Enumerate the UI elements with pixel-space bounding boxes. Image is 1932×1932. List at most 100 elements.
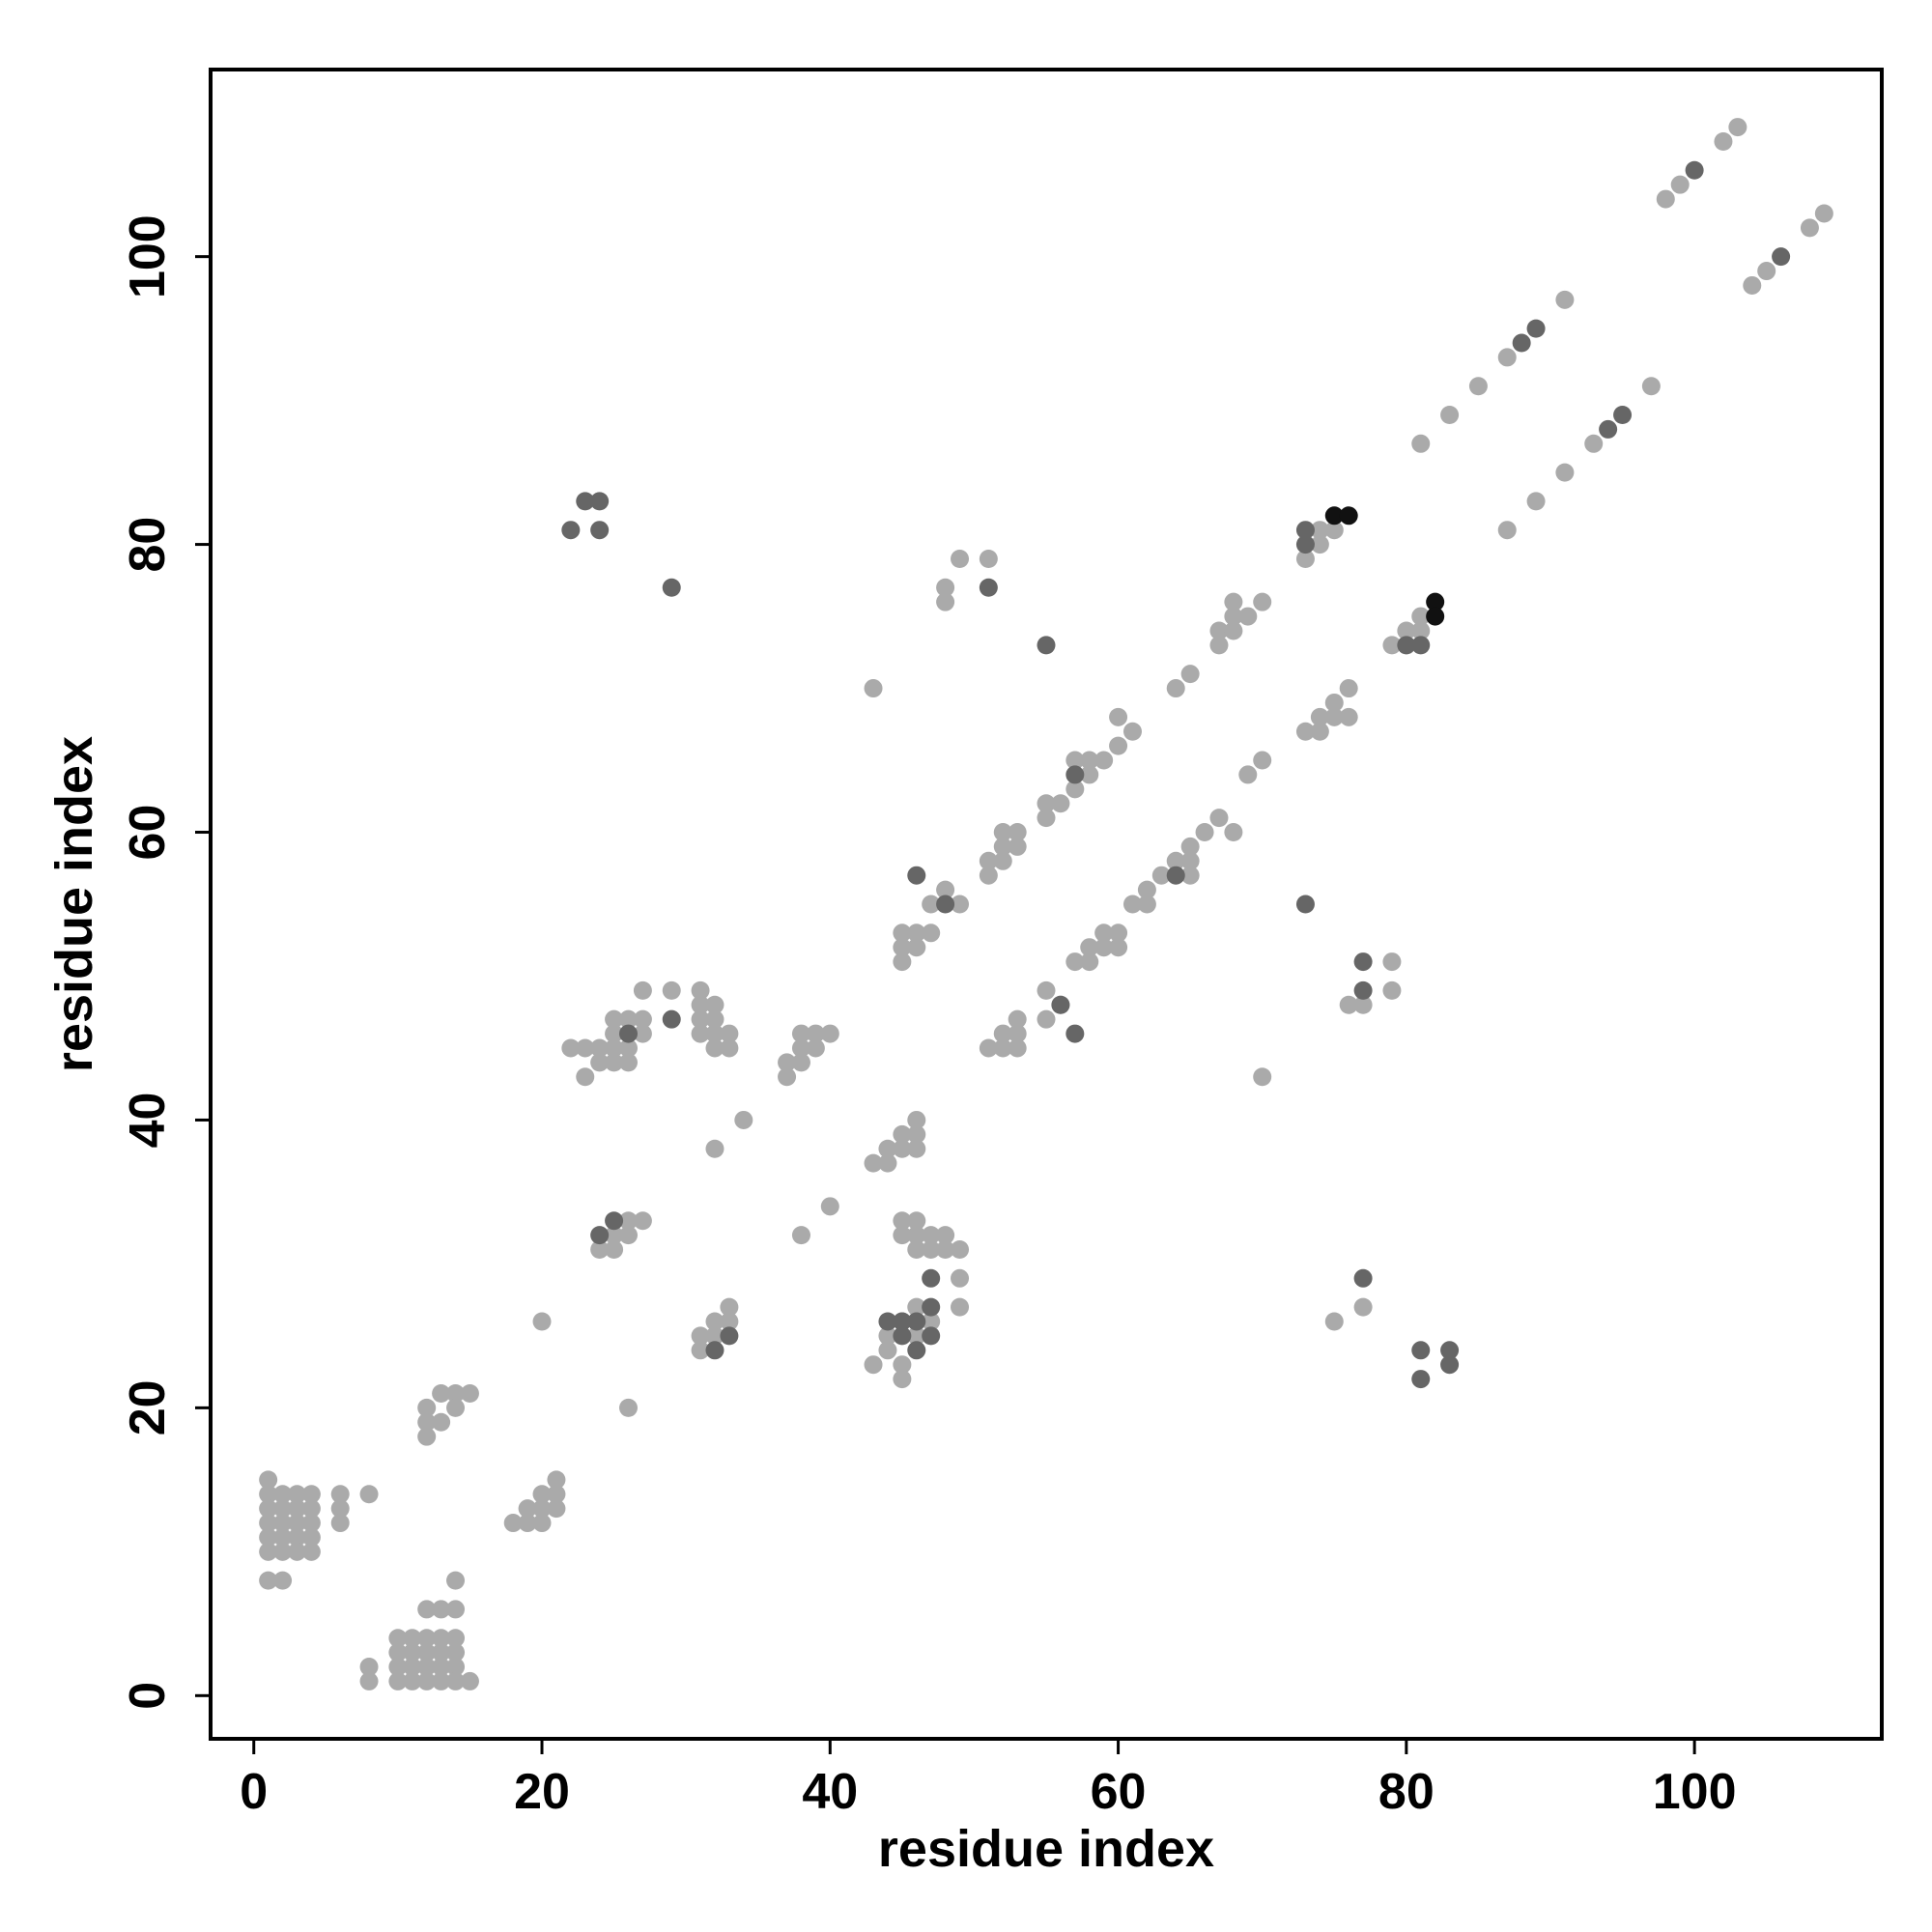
contact-point (619, 1009, 638, 1029)
contact-point (893, 952, 912, 972)
contact-point (993, 1024, 1012, 1043)
contact-point (590, 521, 610, 540)
contact-point (878, 1326, 897, 1346)
contact-point (287, 1527, 306, 1547)
contact-point (1008, 1009, 1027, 1029)
contact-point (878, 1341, 897, 1360)
contact-point (1238, 765, 1258, 784)
contact-point (662, 1009, 681, 1029)
contact-point (1238, 607, 1258, 626)
contact-point (432, 1629, 451, 1648)
contact-point (922, 923, 941, 943)
contact-point (878, 1139, 897, 1158)
contact-point (330, 1485, 350, 1504)
contact-point (446, 1600, 466, 1619)
contact-point (273, 1514, 293, 1533)
contact-point (1555, 463, 1575, 482)
contact-point (791, 1024, 810, 1043)
contact-point (259, 1527, 278, 1547)
contact-point (936, 578, 955, 597)
contact-point (691, 995, 710, 1014)
contact-point (417, 1398, 437, 1417)
contact-point (979, 578, 998, 597)
contact-point (1209, 636, 1229, 655)
contact-point (619, 1024, 638, 1043)
contact-point (893, 1326, 912, 1346)
contact-point (705, 1038, 724, 1058)
contact-point (951, 549, 970, 568)
contact-point (662, 578, 681, 597)
contact-point (446, 1658, 466, 1677)
contact-point (605, 1038, 624, 1058)
y-tick-label: 100 (120, 214, 176, 298)
contact-point (287, 1485, 306, 1504)
x-axis: 0 20 40 60 80 100 (240, 1739, 1737, 1820)
contact-point (259, 1571, 278, 1590)
x-tick-label: 60 (1091, 1764, 1147, 1820)
contact-point (791, 1038, 810, 1058)
contact-point (1109, 736, 1128, 755)
contact-point (1353, 1268, 1373, 1288)
y-axis-label: residue index (45, 736, 103, 1072)
contact-point (417, 1412, 437, 1432)
contact-point (1656, 189, 1675, 209)
contact-point (864, 1153, 883, 1173)
contact-point (532, 1499, 552, 1519)
contact-point (1426, 592, 1445, 611)
contact-point (432, 1643, 451, 1662)
contact-point (388, 1671, 408, 1690)
contact-point (1180, 866, 1200, 885)
contact-point (1310, 535, 1329, 554)
contact-point (417, 1427, 437, 1446)
contact-point (979, 549, 998, 568)
contact-point (403, 1629, 422, 1648)
contact-point (432, 1383, 451, 1403)
contact-point (1714, 131, 1733, 151)
contact-point (1613, 406, 1633, 425)
contact-point (1253, 592, 1272, 611)
contact-point (403, 1658, 422, 1677)
contact-point (1426, 607, 1445, 626)
contact-point (691, 1024, 710, 1043)
x-tick-label: 40 (802, 1764, 858, 1820)
contact-point (359, 1485, 379, 1504)
contact-point (273, 1527, 293, 1547)
contact-point (619, 1211, 638, 1231)
contact-point (432, 1600, 451, 1619)
contact-point (619, 1398, 638, 1417)
contact-point (1122, 722, 1142, 741)
contact-point (388, 1658, 408, 1677)
contact-point (259, 1499, 278, 1519)
contact-point (590, 1038, 610, 1058)
contact-point (1051, 995, 1070, 1014)
contact-point (605, 1240, 624, 1260)
contact-point (1109, 938, 1128, 957)
contact-point (1065, 751, 1085, 770)
contact-point (1324, 521, 1344, 540)
contact-point (1037, 636, 1056, 655)
contact-point (561, 1038, 581, 1058)
contact-point (1080, 938, 1099, 957)
contact-point (388, 1629, 408, 1648)
contact-point (691, 1326, 710, 1346)
contact-point (1599, 419, 1618, 439)
contact-point (922, 1326, 941, 1346)
contact-point (951, 895, 970, 914)
contact-point (1324, 693, 1344, 712)
contact-point (791, 1053, 810, 1072)
contact-point (1224, 607, 1243, 626)
x-tick-label: 20 (514, 1764, 570, 1820)
contact-point (1180, 665, 1200, 684)
contact-point (1166, 851, 1185, 870)
contact-point (922, 1226, 941, 1245)
contact-point (432, 1658, 451, 1677)
contact-point (993, 837, 1012, 856)
x-tick-label: 80 (1378, 1764, 1435, 1820)
contact-point (922, 1312, 941, 1331)
contact-point (907, 1312, 926, 1331)
y-axis: 0 20 40 60 80 100 (120, 214, 211, 1710)
contact-point (301, 1499, 321, 1519)
contact-point (1339, 679, 1358, 698)
contact-point (1757, 262, 1776, 281)
contact-point (287, 1499, 306, 1519)
